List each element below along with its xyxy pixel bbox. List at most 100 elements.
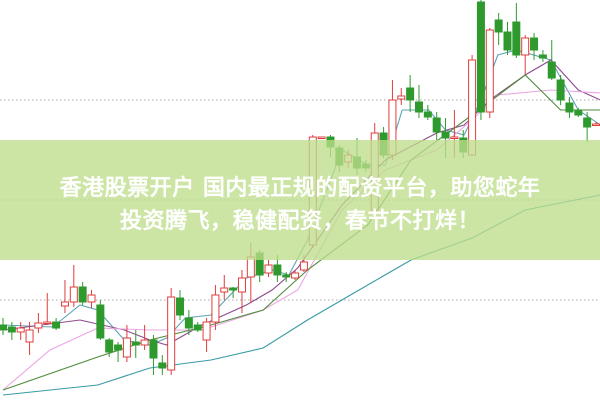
candle-up — [220, 275, 229, 300]
candle-body — [140, 339, 149, 346]
candle-down — [512, 3, 521, 58]
candle-body — [264, 264, 273, 274]
candle-body — [149, 339, 158, 359]
candle-body — [574, 109, 583, 116]
candle-down — [96, 300, 105, 340]
candle-body — [193, 324, 202, 331]
candle-up — [34, 313, 43, 333]
candle-body — [52, 321, 61, 329]
candle-down — [574, 108, 583, 117]
candle-up — [60, 280, 69, 313]
candle-body — [96, 304, 105, 339]
candle-down — [0, 318, 7, 335]
candle-body — [432, 117, 441, 133]
candle-body — [131, 341, 140, 346]
candle-body — [87, 294, 96, 303]
candle-body — [476, 1, 485, 113]
candle-down — [114, 342, 123, 362]
candle-body — [485, 29, 494, 113]
candle-down — [414, 85, 423, 118]
banner-line-1: 香港股票开户 国内最正规的配资平台，助您蛇年 — [59, 176, 541, 201]
candle-body — [114, 344, 123, 351]
candle-up — [16, 322, 25, 340]
candle-body — [512, 21, 521, 56]
candle-down — [530, 33, 539, 60]
candle-up — [43, 293, 52, 325]
promo-banner: 香港股票开户 国内最正规的配资平台，助您蛇年 投资腾飞，稳健配资，春节不打烊！ — [0, 140, 600, 260]
candle-body — [299, 261, 308, 271]
candle-body — [78, 286, 87, 303]
candle-down — [547, 40, 556, 80]
candle-body — [43, 321, 52, 324]
candle-body — [592, 123, 600, 126]
candle-down — [538, 50, 547, 62]
candle-body — [34, 322, 43, 329]
candle-down — [282, 272, 291, 282]
candle-body — [503, 31, 512, 51]
candle-down — [176, 290, 185, 320]
candle-body — [229, 287, 238, 291]
candle-down — [423, 105, 432, 120]
candle-down — [7, 322, 16, 340]
candle-body — [7, 326, 16, 333]
candle-down — [105, 338, 114, 357]
candle-up — [291, 270, 300, 280]
candle-down — [556, 75, 565, 105]
candle-body — [406, 87, 415, 101]
candle-body — [530, 37, 539, 51]
candle-body — [414, 101, 423, 113]
candle-down — [494, 13, 503, 45]
candle-body — [0, 324, 7, 331]
candle-up — [521, 35, 530, 75]
candle-body — [565, 102, 574, 113]
candle-body — [16, 327, 25, 333]
candle-body — [583, 117, 592, 128]
candle-down — [184, 310, 193, 335]
candle-down — [78, 282, 87, 305]
candle-down — [52, 318, 61, 330]
candle-body — [317, 136, 326, 139]
candle-body — [282, 274, 291, 278]
candle-body — [105, 339, 114, 353]
candle-up — [264, 260, 273, 277]
candle-body — [211, 294, 220, 323]
candle-up — [237, 270, 246, 313]
banner-line-2: 投资腾飞，稳健配资，春节不打烊！ — [119, 209, 480, 234]
candle-body — [556, 79, 565, 101]
candle-body — [176, 297, 185, 316]
candle-down — [406, 75, 415, 112]
candle-down — [432, 112, 441, 140]
candle-body — [69, 286, 78, 303]
candle-up — [122, 325, 131, 362]
candle-up — [87, 290, 96, 308]
candle-body — [246, 256, 255, 278]
candle-body — [158, 362, 167, 369]
candle-body — [521, 37, 530, 56]
candle-body — [538, 54, 547, 59]
candle-body — [60, 301, 69, 307]
candle-up — [485, 28, 494, 118]
candle-up — [592, 122, 600, 126]
candle-body — [184, 317, 193, 329]
candle-up — [167, 288, 176, 375]
candle-body — [273, 264, 282, 276]
candle-body — [547, 61, 556, 79]
candle-body — [122, 337, 131, 358]
candle-up — [140, 325, 149, 350]
candle-body — [25, 329, 34, 343]
candle-body — [494, 19, 503, 33]
candle-up — [202, 318, 211, 352]
candle-down — [131, 330, 140, 358]
candle-body — [237, 277, 246, 293]
candle-down — [565, 97, 574, 118]
candle-body — [423, 111, 432, 118]
candle-down — [149, 335, 158, 375]
candle-body — [291, 272, 300, 279]
candle-up — [397, 88, 406, 105]
candle-body — [220, 287, 229, 293]
candle-down — [229, 287, 238, 298]
candle-body — [167, 296, 176, 371]
candle-body — [441, 131, 450, 139]
candle-up — [317, 136, 326, 139]
